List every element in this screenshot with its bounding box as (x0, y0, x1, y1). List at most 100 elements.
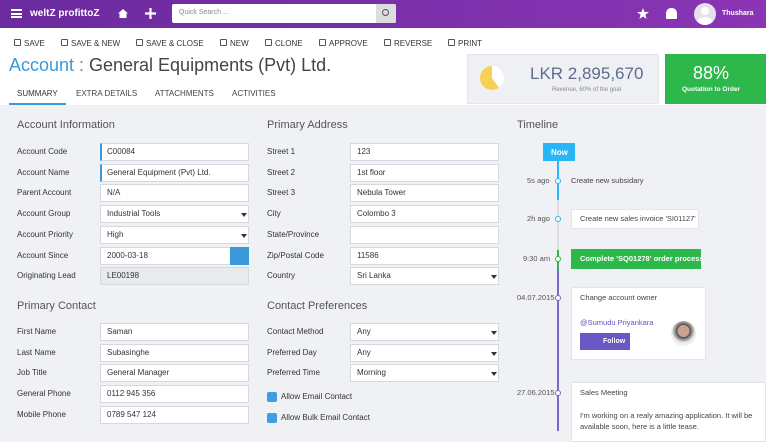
field-label: First Name (17, 327, 57, 336)
timeline-time: 27.06.2015 (517, 388, 555, 397)
quotation-widget (665, 54, 766, 104)
now-label: Now (551, 148, 568, 157)
tab[interactable]: ATTACHMENTS (155, 89, 214, 98)
search-button[interactable] (376, 4, 396, 23)
field-label: Zip/Postal Code (267, 250, 324, 260)
record-separator: : (79, 55, 85, 75)
input-value: High (107, 229, 124, 239)
input-readonly (100, 267, 249, 286)
input-value: LE00198 (107, 271, 140, 281)
input-value: Any (357, 347, 371, 357)
section-title: Primary Contact (17, 300, 96, 312)
field-label: General Phone (17, 389, 71, 399)
input-value: 11586 (357, 250, 379, 260)
mention[interactable]: @Sumudu Priyankara (580, 318, 654, 327)
input-select[interactable] (100, 205, 249, 224)
toolbar-button[interactable]: REVERSE (394, 39, 433, 48)
input-highlight[interactable] (100, 143, 249, 161)
input-highlight[interactable] (100, 163, 249, 182)
input-text[interactable] (100, 323, 249, 341)
menu-icon[interactable] (11, 9, 22, 18)
input-value: Nebula Tower (357, 188, 406, 198)
search-placeholder: Quick Search ... (179, 9, 229, 16)
input-text[interactable] (350, 184, 499, 203)
toolbar-icon (220, 39, 227, 46)
input-value: 123 (357, 147, 371, 156)
date-button[interactable] (230, 246, 249, 265)
field-label: Contact Method (267, 327, 324, 336)
toolbar-button[interactable]: SAVE (24, 39, 45, 48)
input-text[interactable] (350, 163, 499, 182)
field-label: City (267, 209, 281, 219)
field-label: Job Title (17, 368, 47, 378)
select-caret (491, 351, 497, 356)
input-select[interactable] (100, 225, 249, 244)
input-value: 0112 945 356 (107, 389, 156, 399)
field-label: Parent Account (17, 188, 72, 198)
brand[interactable]: weltZ profittoZ (30, 8, 100, 19)
toolbar-button[interactable]: APPROVE (329, 39, 368, 48)
revenue-value: LKR 2,895,670 (530, 64, 644, 83)
input-value: 1st floor (357, 167, 386, 177)
follow-label[interactable]: Follow (603, 338, 626, 345)
field-label: Account Code (17, 147, 68, 156)
checkbox[interactable] (267, 392, 277, 403)
follow-button[interactable] (580, 333, 630, 350)
timeline-box (571, 249, 701, 269)
input-value: Morning (357, 368, 386, 378)
checkbox[interactable] (267, 412, 277, 423)
input-value: Any (357, 327, 371, 336)
timeline-card-title: Change account owner (580, 293, 658, 302)
field-label: Preferred Time (267, 368, 320, 378)
tab[interactable]: SUMMARY (17, 89, 58, 98)
input-select[interactable] (350, 323, 499, 341)
toolbar-button[interactable]: NEW (230, 39, 249, 48)
input-text[interactable] (350, 143, 499, 161)
input-text[interactable] (100, 184, 249, 203)
input-text[interactable] (350, 205, 499, 224)
bell-icon[interactable] (666, 8, 677, 19)
tab[interactable]: EXTRA DETAILS (76, 89, 138, 98)
toolbar-button[interactable]: PRINT (458, 39, 482, 48)
toolbar-button[interactable]: SAVE & NEW (71, 39, 121, 48)
input-text[interactable] (100, 364, 249, 383)
section-title: Account Information (17, 119, 115, 131)
tab[interactable]: ACTIVITIES (232, 89, 276, 98)
toolbar-icon (265, 39, 272, 46)
input-value: N/A (107, 188, 121, 198)
field-label: Account Since (17, 250, 69, 260)
tab-underline (9, 103, 66, 105)
input-text[interactable] (100, 405, 249, 424)
home-icon[interactable] (118, 9, 128, 18)
input-text[interactable] (350, 225, 499, 244)
toolbar-icon (14, 39, 21, 46)
add-icon[interactable] (145, 8, 156, 19)
field-label: State/Province (267, 229, 320, 239)
toolbar-button[interactable]: SAVE & CLOSE (146, 39, 204, 48)
input-value: General Equipment (Pvt) Ltd. (107, 167, 211, 177)
avatar[interactable] (694, 3, 716, 25)
star-icon[interactable] (637, 8, 649, 19)
revenue-caption: Revenue, 60% of the goal (552, 87, 622, 93)
input-text[interactable] (100, 385, 249, 404)
input-value: 2000-03-18 (107, 250, 148, 260)
profile-avatar (671, 321, 696, 346)
toolbar-button[interactable]: CLONE (275, 39, 303, 48)
timeline-line-purple (557, 270, 559, 431)
toolbar-icon (136, 39, 143, 46)
field-label: Account Name (17, 167, 70, 177)
input-select[interactable] (350, 343, 499, 362)
card-body: I'm working on a realy amazing applicati… (580, 411, 753, 431)
timeline-time: 5s ago (527, 176, 550, 185)
input-value: Sri Lanka (357, 271, 391, 281)
search-box[interactable] (172, 4, 396, 23)
user-name[interactable]: Thushara (722, 10, 754, 17)
input-text[interactable] (350, 246, 499, 265)
timeline-box (571, 209, 699, 229)
input-select[interactable] (350, 267, 499, 286)
input-select[interactable] (350, 364, 499, 383)
input-value: 0789 547 124 (107, 409, 156, 419)
toolbar-icon (384, 39, 391, 46)
input-text[interactable] (100, 343, 249, 362)
